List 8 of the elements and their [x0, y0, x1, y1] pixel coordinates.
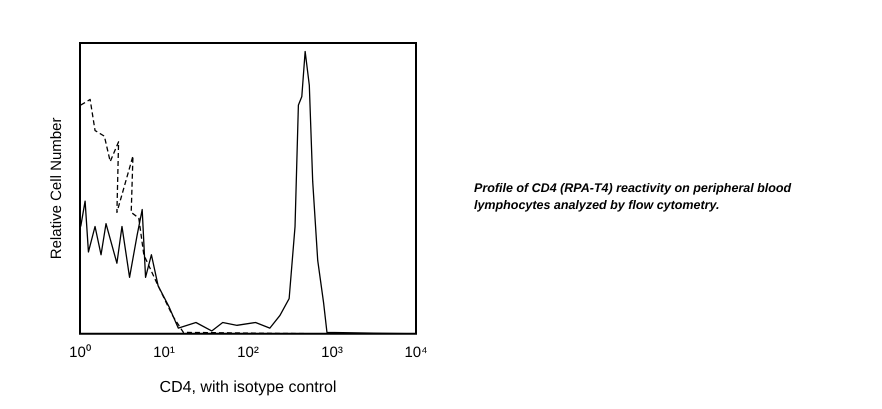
x-axis-title: CD4, with isotype control [160, 378, 336, 396]
x-tick-label: 10¹ [153, 344, 175, 361]
x-tick-label: 10⁴ [404, 344, 428, 361]
x-tick-label: 10⁰ [69, 344, 91, 361]
x-tick-label: 10³ [321, 344, 343, 361]
x-tick-label: 10² [237, 344, 259, 361]
text: Profile of CD4 (RPA-T4) reactivity on peripheral blood lymphocytes analyzed by flow cytometry. [474, 180, 792, 214]
y-axis-title: Relative Cell Number [48, 118, 66, 260]
